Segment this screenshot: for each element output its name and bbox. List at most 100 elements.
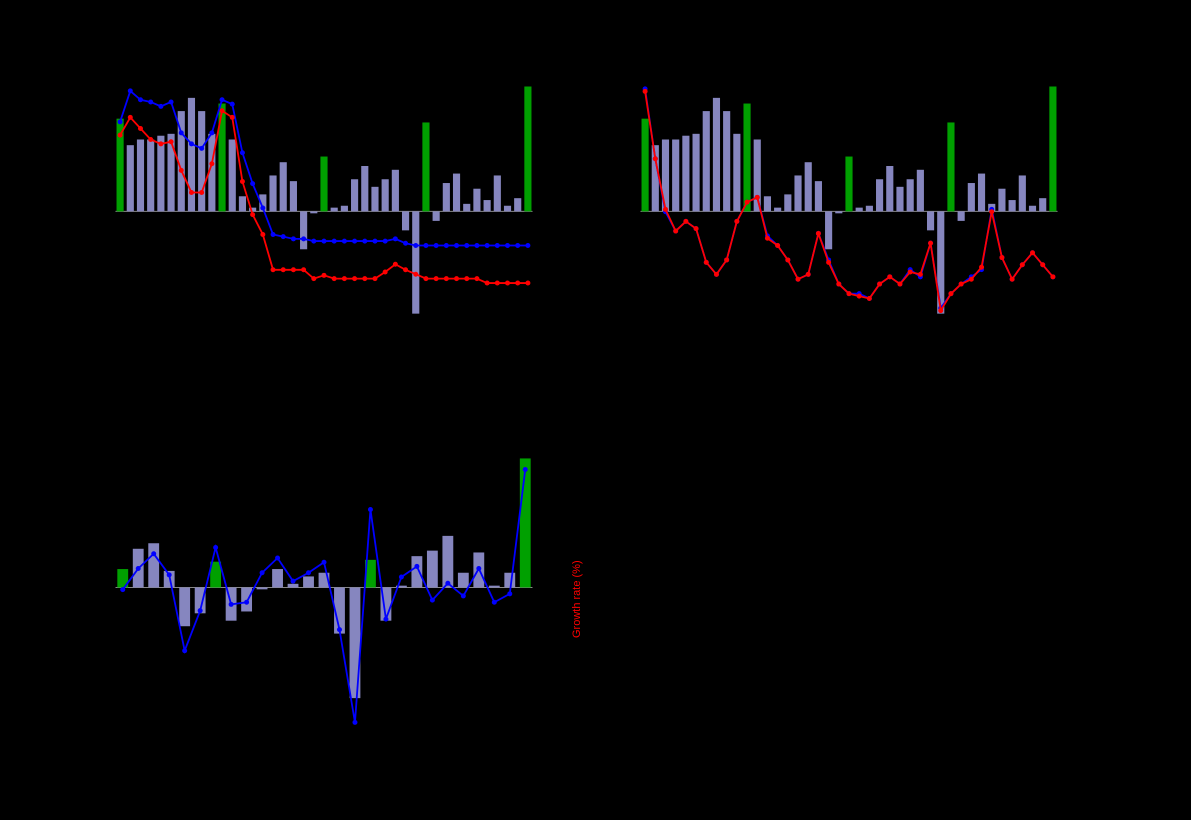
series-marker [474, 276, 479, 281]
bar [269, 175, 276, 211]
xtick: 07 [312, 739, 326, 753]
bar [290, 181, 297, 211]
series-marker [240, 150, 245, 155]
series-marker [158, 141, 163, 146]
xtick: 05 [281, 739, 295, 753]
chart-svg: -6-4-202468-2024681019808182838485868788… [115, 60, 533, 350]
series-marker [938, 308, 943, 313]
series-marker [322, 239, 327, 244]
series-marker [877, 282, 882, 287]
series-marker [306, 570, 311, 575]
xtick: 18 [482, 739, 496, 753]
bar [764, 196, 771, 211]
bar [815, 181, 822, 211]
series-marker [887, 274, 892, 279]
series-marker [979, 265, 984, 270]
series-marker [1040, 262, 1045, 267]
series-marker [383, 239, 388, 244]
series-marker [403, 241, 408, 246]
bar [876, 179, 883, 211]
series-marker [383, 270, 388, 275]
bar [743, 104, 750, 212]
series-marker [796, 277, 801, 282]
series-marker [260, 232, 265, 237]
series-marker [189, 141, 194, 146]
bar [412, 211, 419, 313]
series-marker [523, 467, 528, 472]
xtick: 2010 [354, 739, 373, 760]
series-marker [311, 239, 316, 244]
bar [453, 174, 460, 212]
y-axis-label-left: GDP growth (%) [77, 163, 89, 243]
bar [784, 194, 791, 211]
xtick: 97 [157, 739, 171, 753]
bar [361, 166, 368, 211]
series-marker [311, 276, 316, 281]
series-marker [337, 627, 342, 632]
bar [147, 140, 154, 212]
series-marker [1020, 262, 1025, 267]
series-marker [857, 294, 862, 299]
bar [504, 206, 511, 212]
bar [458, 573, 469, 588]
series-marker [138, 97, 143, 102]
series-marker [673, 229, 678, 234]
bar [341, 206, 348, 212]
bar [693, 134, 700, 212]
series-marker [260, 570, 265, 575]
series-marker [179, 168, 184, 173]
series-marker [999, 255, 1004, 260]
bar [442, 536, 453, 588]
series-marker [167, 572, 172, 577]
xtick: 1994 [115, 739, 124, 760]
xtick: 12 [389, 739, 403, 753]
bar [998, 189, 1005, 212]
bar [866, 206, 873, 212]
chart-panel: GDP growth and benchmark interest rate-6… [115, 60, 533, 350]
chart-title: Growth rates of nominal and real GDP [115, 412, 533, 427]
series-marker [158, 104, 163, 109]
series-marker [663, 207, 668, 212]
bar [794, 175, 801, 211]
y-axis-label-right: Interest rate (%) [571, 164, 583, 243]
series-marker [1030, 250, 1035, 255]
series-marker [683, 219, 688, 224]
series-marker [918, 272, 923, 277]
xtick: 16 [451, 739, 465, 753]
series-marker [199, 190, 204, 195]
series-marker [275, 556, 280, 561]
bar [524, 87, 531, 212]
xtick: 13 [405, 739, 419, 753]
series-marker [362, 276, 367, 281]
series-marker [230, 115, 235, 120]
bar [907, 179, 914, 211]
bar [239, 196, 246, 211]
series-marker [301, 267, 306, 272]
series-marker [250, 212, 255, 217]
series-marker [525, 243, 530, 248]
series-marker [525, 281, 530, 286]
bar [504, 573, 515, 588]
series-marker [505, 281, 510, 286]
bar [137, 140, 144, 212]
series-marker [515, 243, 520, 248]
xtick: 06 [297, 739, 311, 753]
bar [886, 166, 893, 211]
chart-title: GDP growth and inflation rate [640, 32, 1058, 47]
xtick: 19 [498, 739, 512, 753]
series-marker [220, 97, 225, 102]
series-marker [461, 593, 466, 598]
xtick: 98 [173, 739, 187, 753]
series-marker [434, 276, 439, 281]
bar [713, 98, 720, 212]
series-marker [423, 276, 428, 281]
series-marker [643, 89, 648, 94]
series-marker [430, 598, 435, 603]
series-marker [714, 272, 719, 277]
xtick: 04 [266, 739, 280, 753]
series-marker [1010, 277, 1015, 282]
series-marker [332, 276, 337, 281]
series-marker [229, 602, 234, 607]
series-marker [989, 209, 994, 214]
series-marker [704, 260, 709, 265]
